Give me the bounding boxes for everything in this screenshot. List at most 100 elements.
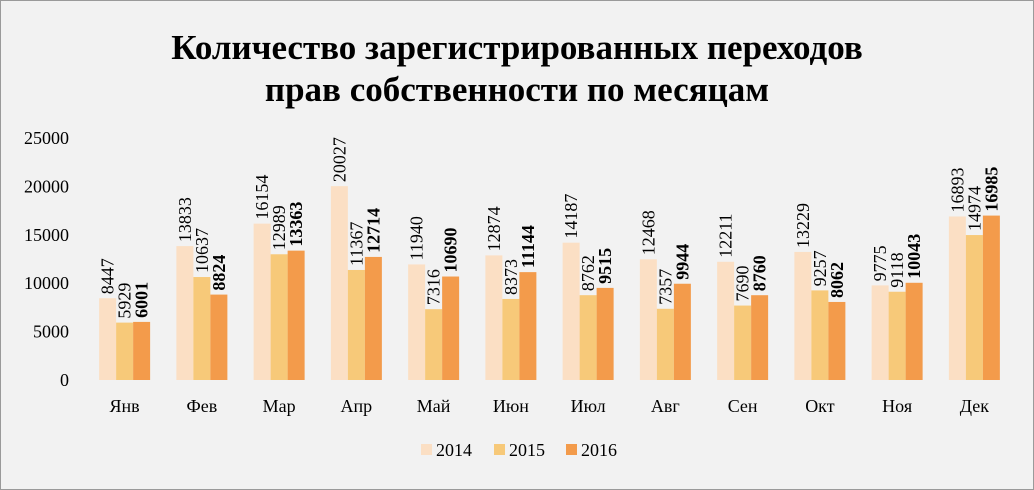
data-label-2014-11: 16893 [947,167,967,212]
bar-2016-4 [442,276,460,380]
bar-2015-2 [270,254,288,380]
x-tick-label: Май [417,396,451,416]
bar-2014-6 [562,242,580,380]
data-label-2015-3: 11367 [346,222,366,266]
x-tick-label: Июн [493,396,529,416]
y-tick-label: 5000 [33,322,69,342]
x-tick-label: Апр [341,396,373,416]
bar-2016-9 [828,301,846,380]
bar-2015-10 [888,291,906,380]
bar-2015-7 [656,308,674,380]
x-tick-label: Сен [728,396,758,416]
data-label-2014-1: 13833 [175,197,195,242]
data-label-2015-0: 5929 [115,283,135,319]
data-label-2014-10: 9775 [870,245,890,281]
bar-2016-3 [364,256,382,380]
bar-2015-8 [734,305,752,380]
bar-2016-7 [673,283,691,380]
legend-swatch-2016 [566,444,577,455]
x-tick-label: Фев [187,396,218,416]
x-tick-label: Ноя [882,396,912,416]
legend-label-2014: 2014 [436,440,472,460]
data-label-2014-4: 11940 [407,216,427,260]
bar-2015-6 [579,295,597,380]
bar-2015-0 [116,322,134,380]
bar-2016-10 [905,282,923,380]
bar-2016-8 [751,295,769,380]
data-label-2016-0: 6001 [132,282,152,318]
bar-2014-1 [176,246,194,380]
bar-2014-2 [253,223,271,380]
x-tick-label: Окт [805,396,835,416]
chart-title-line-1: Количество зарегистрированных переходов [171,28,863,67]
data-label-2016-1: 8824 [209,255,229,291]
bar-2014-4 [408,264,426,380]
data-label-2016-8: 8760 [750,255,770,291]
bar-2016-2 [287,250,305,380]
y-tick-label: 15000 [24,225,69,245]
data-label-2015-8: 7690 [733,266,753,302]
bar-2014-11 [948,216,966,380]
data-label-2015-9: 9257 [810,250,830,286]
data-label-2016-9: 8062 [827,262,847,298]
bar-2014-9 [794,251,812,380]
bar-2016-0 [133,321,151,380]
data-label-2014-5: 12874 [484,206,504,251]
data-label-2016-2: 13363 [286,202,306,247]
bar-2016-5 [519,272,537,380]
y-tick-label: 10000 [24,273,69,293]
data-label-2015-1: 10637 [192,228,212,273]
bars-group [99,186,1000,380]
x-tick-label: Июл [571,396,606,416]
bar-2014-0 [99,298,117,380]
x-axis: Янв Фев Мар Апр Май Июн Июл Авг Сен Окт Ноя Дек [110,396,990,416]
data-label-2016-10: 10043 [904,234,924,279]
x-tick-label: Мар [263,396,296,416]
y-axis: 0 5000 10000 15000 20000 25000 [24,128,69,390]
data-label-2015-5: 8373 [501,259,521,295]
y-tick-label: 0 [60,370,69,390]
x-tick-label: Авг [651,396,680,416]
x-tick-label: Янв [110,396,140,416]
bar-2015-1 [193,277,211,380]
data-label-2015-6: 8762 [578,255,598,291]
legend-swatch-2014 [421,444,432,455]
data-label-2016-5: 11144 [518,225,538,268]
bar-2014-10 [871,285,889,380]
bar-2014-3 [330,186,348,380]
bar-2014-7 [639,259,657,380]
data-label-2014-8: 12211 [716,213,736,257]
legend-label-2015: 2015 [509,440,545,460]
bar-2016-1 [210,294,228,380]
bar-2015-3 [347,269,365,380]
data-label-2015-10: 9118 [887,252,907,287]
data-label-2014-2: 16154 [252,175,272,220]
bar-2015-9 [811,290,829,380]
chart-title-line-2: прав собственности по месяцам [265,70,769,109]
data-label-2015-11: 14974 [964,186,984,231]
data-label-2014-6: 14187 [561,194,581,239]
bar-2015-5 [502,298,520,380]
data-label-2015-4: 7316 [424,269,444,305]
legend-label-2016: 2016 [581,440,617,460]
data-label-2015-2: 12989 [269,205,289,250]
y-tick-label: 20000 [24,176,69,196]
data-label-2014-7: 12468 [638,210,658,255]
data-label-2014-3: 20027 [329,137,349,182]
bar-2014-5 [485,255,503,380]
legend: 2014 2015 2016 [421,440,617,460]
bar-2014-8 [717,261,735,380]
data-label-2014-0: 8447 [98,258,118,294]
bar-2016-11 [982,215,1000,380]
y-tick-label: 25000 [24,128,69,148]
bar-2015-11 [965,235,983,380]
legend-swatch-2015 [494,444,505,455]
data-label-2016-4: 10690 [441,228,461,273]
data-label-2014-9: 13229 [793,203,813,248]
data-label-2016-11: 16985 [981,167,1001,212]
bar-2016-6 [596,287,614,380]
data-label-2015-7: 7357 [655,269,675,305]
